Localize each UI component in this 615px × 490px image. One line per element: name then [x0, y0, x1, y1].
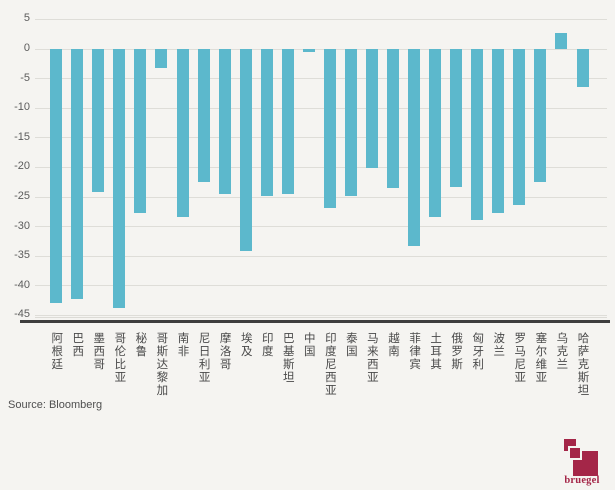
x-axis-label-乌克兰: 乌克兰	[555, 332, 568, 371]
bar-土耳其	[429, 48, 442, 217]
x-axis-label-巴基斯坦: 巴基斯坦	[281, 332, 294, 384]
x-axis-label-墨西哥: 墨西哥	[92, 332, 105, 371]
x-axis-label-印度: 印度	[260, 332, 273, 358]
bar-俄罗斯	[450, 48, 463, 187]
gridline--25	[35, 196, 607, 198]
bar-波兰	[492, 48, 505, 213]
gridline-5	[35, 18, 607, 20]
gridline--10	[35, 107, 607, 109]
source-note: Source: Bloomberg	[8, 399, 103, 411]
y-tick-label-0: 0	[23, 42, 30, 54]
x-axis-label-南非: 南非	[176, 332, 189, 358]
bar-泰国	[344, 48, 357, 196]
x-axis-label-土耳其: 土耳其	[429, 332, 442, 371]
logo-square-small-icon	[570, 448, 580, 458]
x-axis-label-匈牙利: 匈牙利	[471, 332, 484, 371]
x-axis-label-泰国: 泰国	[344, 332, 357, 358]
bar-菲律宾	[408, 48, 421, 247]
bruegel-logo: bruegel	[557, 434, 607, 488]
y-tick-label--25: -25	[14, 190, 30, 202]
bar-尼日利亚	[197, 48, 210, 182]
x-axis-label-阿根廷: 阿根廷	[50, 332, 63, 371]
bar-印度	[260, 48, 273, 196]
y-tick-label--20: -20	[14, 160, 30, 173]
y-tick-label--45: -45	[14, 308, 30, 321]
bar-塞尔维亚	[534, 48, 547, 183]
x-axis-label-罗马尼亚: 罗马尼亚	[513, 332, 526, 384]
x-axis-label-菲律宾: 菲律宾	[408, 332, 421, 371]
gridline--5	[35, 78, 607, 80]
gridline--40	[35, 285, 607, 287]
gridline--20	[35, 166, 607, 168]
y-tick-label-5: 5	[23, 12, 30, 25]
x-axis-label-哈萨克斯坦: 哈萨克斯坦	[576, 332, 589, 397]
y-tick-label--15: -15	[14, 130, 30, 143]
gridline--30	[35, 226, 607, 228]
x-axis-label-波兰: 波兰	[492, 332, 505, 358]
bar-埃及	[239, 48, 252, 251]
bar-哥斯达黎加	[155, 48, 168, 68]
y-tick-label--35: -35	[14, 249, 30, 262]
bar-秘鲁	[134, 48, 147, 213]
y-tick-label--30: -30	[14, 219, 30, 232]
x-axis-label-哥伦比亚: 哥伦比亚	[113, 332, 126, 384]
x-axis-label-埃及: 埃及	[239, 332, 252, 358]
gridline--45	[35, 314, 607, 316]
y-tick-label--10: -10	[14, 101, 30, 114]
bar-印度尼西亚	[323, 48, 336, 208]
bar-中国	[302, 48, 315, 52]
bar-巴基斯坦	[281, 48, 294, 194]
bar-南非	[176, 48, 189, 217]
gridline-0	[35, 48, 607, 50]
bar-墨西哥	[92, 48, 105, 192]
bar-乌克兰	[555, 32, 568, 49]
bar-马来西亚	[365, 48, 378, 168]
x-axis-label-马来西亚: 马来西亚	[365, 332, 378, 384]
x-axis-label-哥斯达黎加: 哥斯达黎加	[155, 332, 168, 397]
y-tick-label--5: -5	[20, 71, 30, 84]
gridline--35	[35, 255, 607, 257]
y-tick-label--40: -40	[14, 278, 30, 291]
bar-匈牙利	[471, 48, 484, 220]
bar-摩洛哥	[218, 48, 231, 195]
logo-wordmark: bruegel	[564, 475, 600, 486]
x-axis-label-秘鲁: 秘鲁	[134, 332, 147, 358]
x-axis-label-尼日利亚: 尼日利亚	[197, 332, 210, 384]
bar-越南	[387, 48, 399, 189]
x-axis-label-摩洛哥: 摩洛哥	[218, 332, 231, 371]
gridline--15	[35, 137, 607, 139]
x-axis-label-印度尼西亚: 印度尼西亚	[323, 332, 336, 397]
bar-罗马尼亚	[513, 48, 526, 205]
bar-巴西	[71, 48, 84, 299]
x-axis-shadow-line	[35, 317, 607, 319]
bar-哥伦比亚	[113, 48, 126, 308]
x-axis-line	[20, 320, 610, 323]
x-axis-label-巴西: 巴西	[71, 332, 84, 358]
x-axis-label-塞尔维亚: 塞尔维亚	[534, 332, 547, 384]
x-axis-label-俄罗斯: 俄罗斯	[450, 332, 463, 371]
bar-阿根廷	[50, 48, 63, 304]
bar-哈萨克斯坦	[576, 48, 589, 87]
x-axis-label-越南: 越南	[387, 332, 399, 358]
x-axis-label-中国: 中国	[302, 332, 315, 358]
